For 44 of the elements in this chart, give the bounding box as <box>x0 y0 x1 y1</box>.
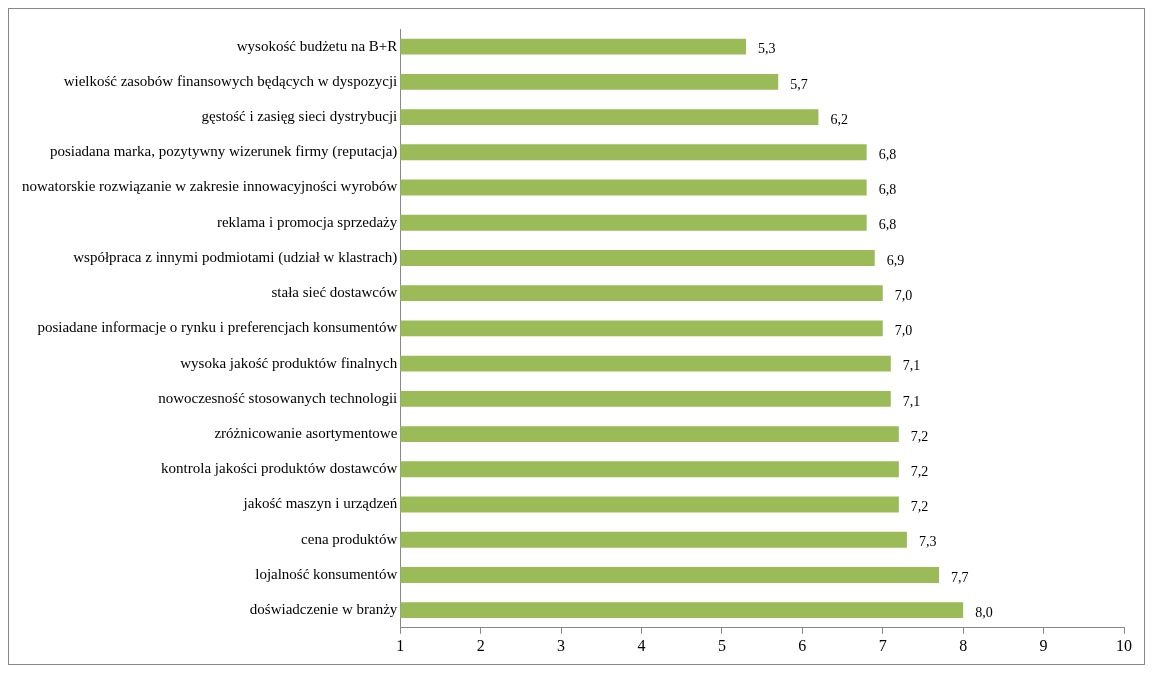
data-label: 6,8 <box>878 182 897 198</box>
data-label: 6,9 <box>886 252 905 268</box>
y-tick-label: nowoczesność stosowanych technologii <box>158 389 398 406</box>
x-tick-label: 6 <box>798 636 807 654</box>
data-label: 7,0 <box>894 323 913 339</box>
y-tick-label: wysokość budżetu na B+R <box>236 37 398 54</box>
y-tick-label: cena produktów <box>301 530 398 547</box>
data-label: 5,7 <box>790 76 808 92</box>
y-tick-label: reklama i promocja sprzedaży <box>216 213 398 230</box>
data-label: 6,8 <box>878 217 897 233</box>
data-label: 5,3 <box>758 41 776 57</box>
x-tick-label: 3 <box>557 636 566 654</box>
x-tick-label: 1 <box>396 636 405 654</box>
data-label: 7,2 <box>910 463 929 479</box>
x-tick-label: 5 <box>717 636 726 654</box>
y-tick-label: wysoka jakość produktów finalnych <box>180 354 398 371</box>
data-label: 7,1 <box>902 358 921 374</box>
data-label: 7,2 <box>910 428 929 444</box>
x-tick-label: 2 <box>476 636 485 654</box>
data-label: 7,1 <box>902 393 921 409</box>
y-tick-label: lojalność konsumentów <box>255 565 398 582</box>
y-tick-label: współpraca z innymi podmiotami (udział w klastrach) <box>73 248 398 266</box>
x-tick-label: 7 <box>878 636 887 654</box>
y-tick-label: doświadczenie w branży <box>249 601 398 618</box>
data-label: 7,0 <box>894 287 913 303</box>
y-tick-label: kontrola jakości produktów dostawców <box>161 460 398 477</box>
y-tick-label: nowatorskie rozwiązanie w zakresie innowacyjności wyrobów <box>21 178 398 195</box>
x-tick-label: 10 <box>1116 636 1132 654</box>
data-label: 7,2 <box>910 499 929 515</box>
data-label: 7,3 <box>918 534 937 550</box>
data-label: 7,7 <box>951 569 969 585</box>
y-tick-label: zróżnicowanie asortymentowe <box>214 425 398 442</box>
x-tick-label: 9 <box>1039 636 1048 654</box>
data-label: 6,2 <box>830 111 848 127</box>
y-tick-label: wielkość zasobów finansowych będących w dyspozycji <box>63 72 398 89</box>
data-label: 8,0 <box>975 604 993 620</box>
y-tick-label: gęstość i zasięg sieci dystrybucji <box>201 108 398 124</box>
y-tick-label: posiadana marka, pozytywny wizerunek firmy (reputacja) <box>49 143 398 161</box>
y-tick-label: stała sieć dostawców <box>271 284 398 301</box>
x-tick-label: 8 <box>959 636 968 654</box>
data-label: 6,8 <box>878 146 897 162</box>
y-tick-label: jakość maszyn i urządzeń <box>242 495 398 512</box>
y-tick-label: posiadane informacje o rynku i preferencjach konsumentów <box>37 319 398 336</box>
x-tick-label: 4 <box>637 636 646 654</box>
